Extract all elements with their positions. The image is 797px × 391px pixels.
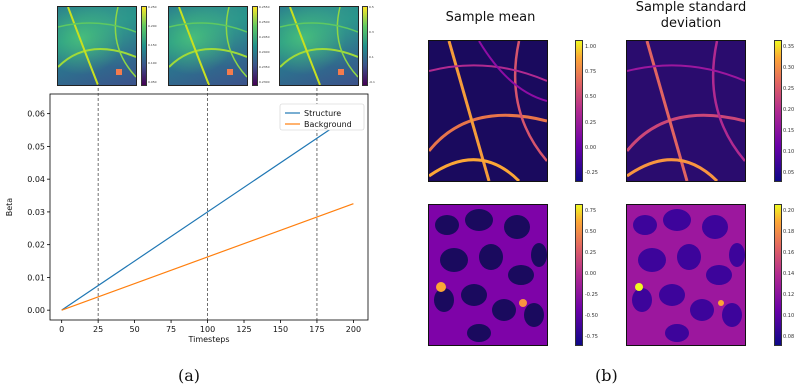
- std-colorbar-ticks-row2: 0.20 0.18 0.16 0.14 0.12 0.10 0.08: [783, 208, 795, 340]
- legend-label: Background: [304, 120, 352, 129]
- y-tick-label: 0.06: [27, 110, 45, 119]
- series-line-structure: [61, 113, 354, 311]
- legend-box: [279, 103, 365, 131]
- y-tick-label: 0.01: [27, 273, 45, 282]
- series-line-background: [61, 203, 354, 311]
- x-tick-label: 125: [236, 325, 251, 334]
- y-tick-label: 0.00: [27, 306, 45, 315]
- std-colorbar-row2: [774, 204, 782, 346]
- filament-overlay: [280, 7, 358, 85]
- filament-overlay: [58, 7, 136, 85]
- mean-colorbar-row1: [575, 40, 583, 182]
- y-axis-label: Beta: [5, 198, 14, 217]
- caption-a: (a): [178, 366, 201, 385]
- x-tick-label: 150: [273, 325, 288, 334]
- colorbar-t100: [252, 6, 258, 86]
- x-tick-label: 200: [346, 325, 361, 334]
- y-tick-label: 0.02: [27, 241, 45, 250]
- mean-colorbar-ticks-row2: 0.75 0.50 0.25 0.00 -0.25 -0.50 -0.75: [585, 208, 598, 340]
- std-heatmap-network: [626, 204, 746, 346]
- x-tick-label: 50: [130, 325, 140, 334]
- thumbnail-t25: [57, 6, 137, 86]
- mean-heatmap-network: [428, 204, 548, 346]
- colorbar-ticks-t25: 0.250 0.200 0.150 0.100 0.050: [148, 5, 157, 84]
- caption-b: (b): [595, 366, 618, 385]
- mean-colorbar-row2: [575, 204, 583, 346]
- beta-line-chart: 0 25 50 75 100 125 150 175 200 0.00 0.01 0.02 0.03 0.…: [5, 84, 369, 344]
- col-title-std: Sample standard deviation: [635, 0, 747, 31]
- colorbar-t175: [362, 6, 368, 86]
- x-tick-label: 25: [93, 325, 103, 334]
- x-tick-label: 75: [166, 325, 176, 334]
- legend-label: Structure: [304, 109, 341, 118]
- y-tick-label: 0.04: [27, 175, 45, 184]
- colorbar-t25: [141, 6, 147, 86]
- y-tick-label: 0.03: [27, 208, 45, 217]
- plot-frame: [49, 93, 369, 321]
- col-title-mean: Sample mean: [445, 10, 536, 25]
- thumbnail-t175: [279, 6, 359, 86]
- colorbar-ticks-t175: 0.5 0.3 0.1 -0.1: [369, 5, 375, 84]
- std-heatmap-filaments: [626, 40, 746, 182]
- y-tick-label: 0.05: [27, 142, 45, 151]
- x-tick-label: 0: [59, 325, 64, 334]
- colorbar-ticks-t100: 0.2550 0.2500 0.2450 0.2400 0.2350 0.2300: [259, 5, 270, 84]
- mean-heatmap-filaments: [428, 40, 548, 182]
- x-axis-label: Timesteps: [187, 335, 229, 344]
- std-colorbar-row1: [774, 40, 782, 182]
- std-colorbar-ticks-row1: 0.35 0.30 0.25 0.20 0.15 0.10 0.05: [783, 44, 795, 176]
- filament-overlay: [169, 7, 247, 85]
- x-tick-label: 175: [309, 325, 324, 334]
- thumbnail-t100: [168, 6, 248, 86]
- x-tick-label: 100: [200, 325, 215, 334]
- mean-colorbar-ticks-row1: 1.00 0.75 0.50 0.25 0.00 -0.25: [585, 44, 598, 176]
